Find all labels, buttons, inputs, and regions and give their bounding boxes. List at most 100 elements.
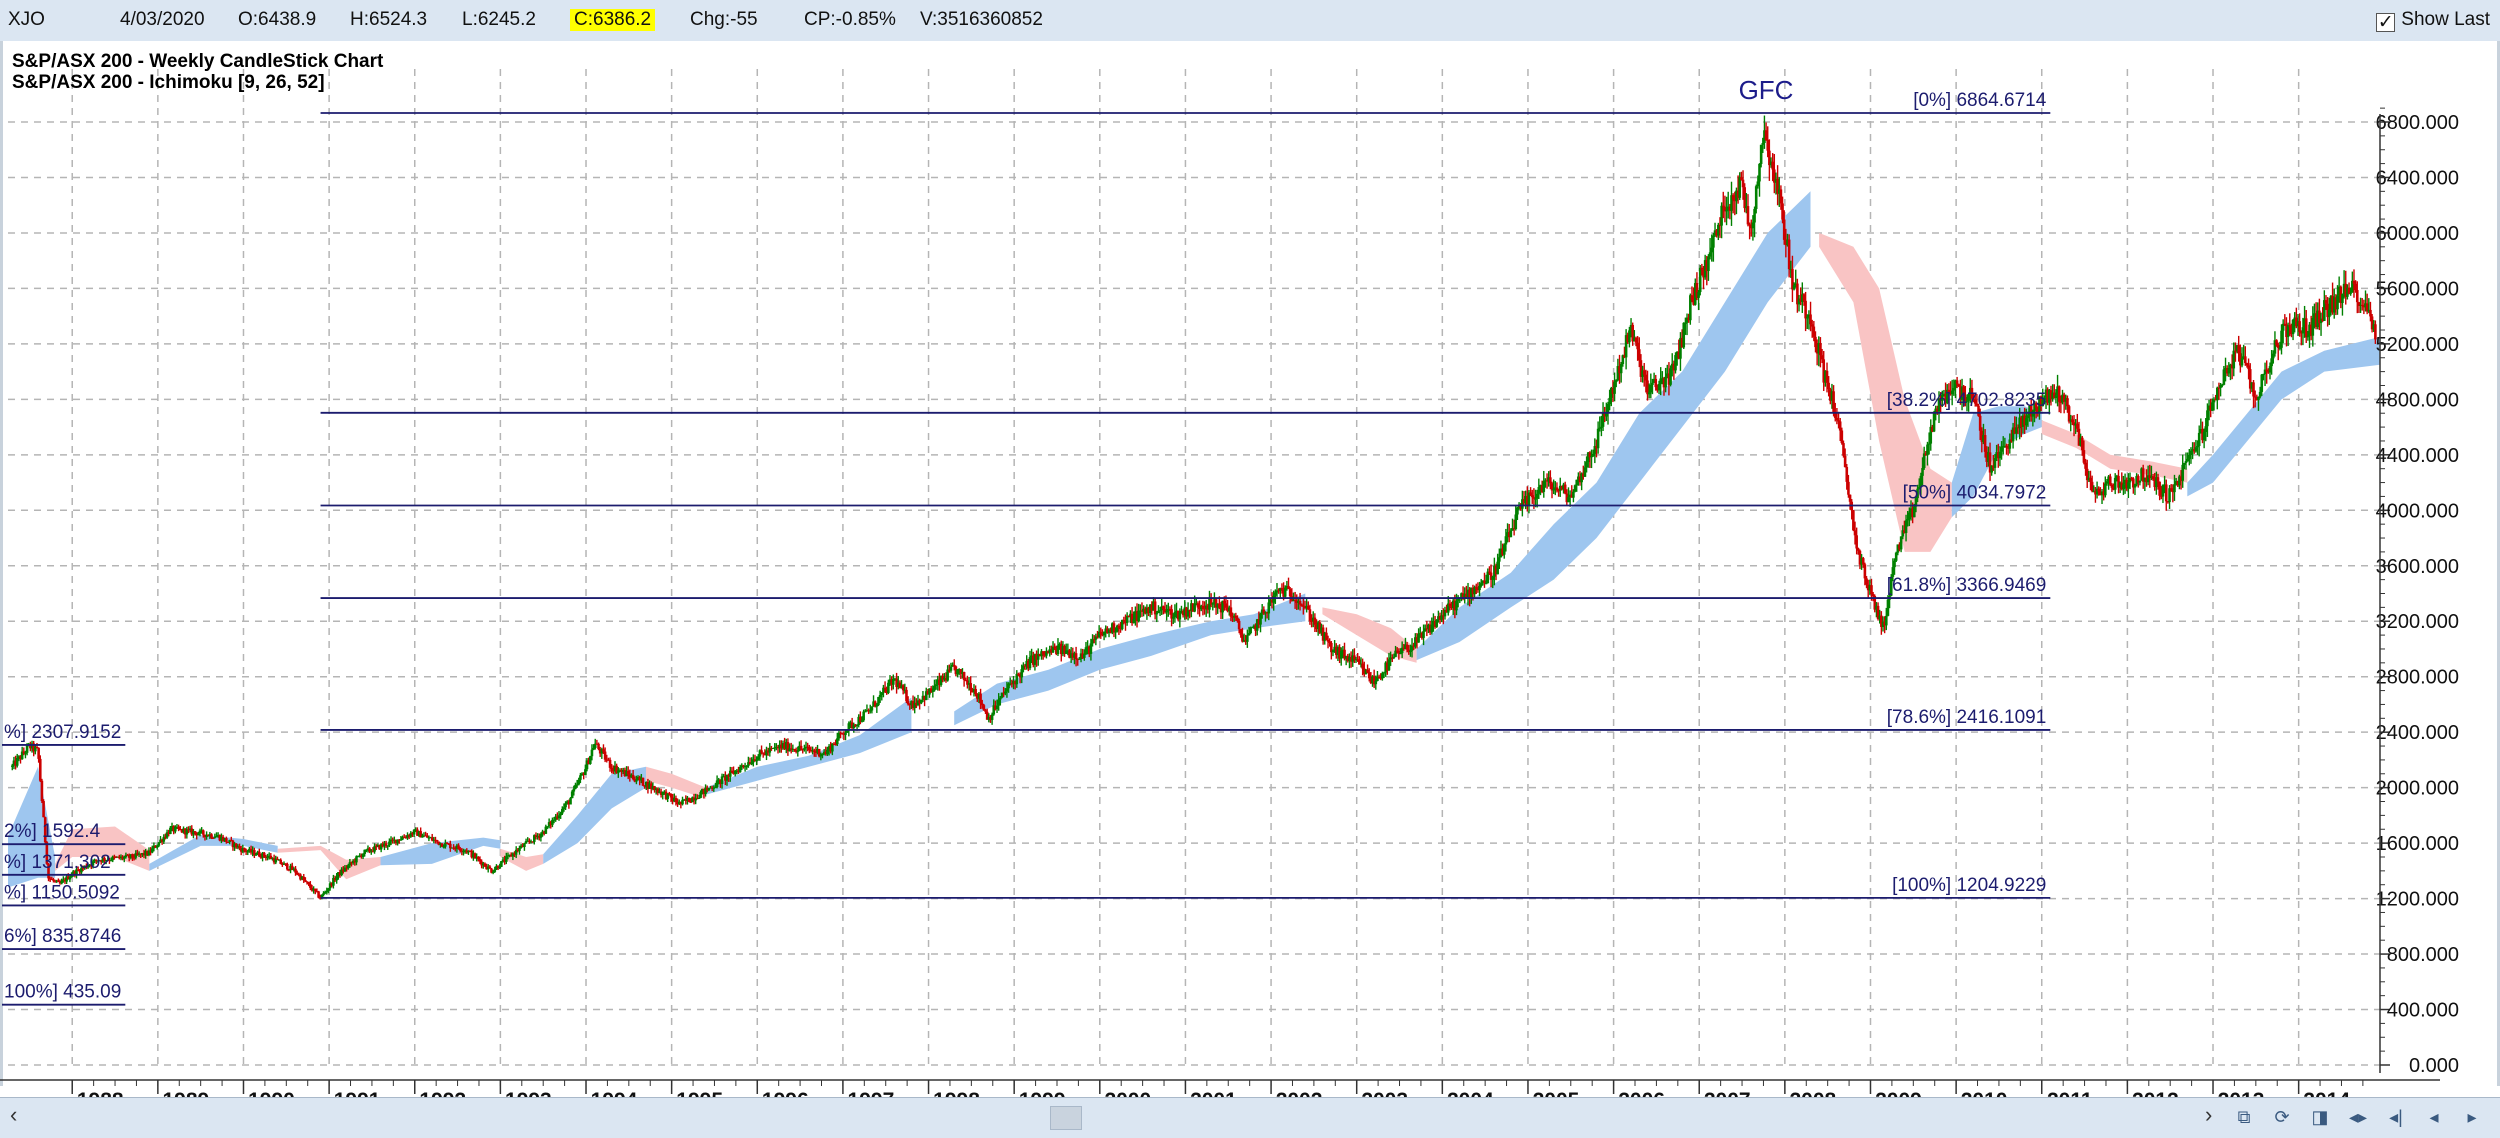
candle-body-up	[2115, 475, 2119, 478]
candle-body-down	[490, 868, 493, 873]
candle-body-up	[1285, 585, 1289, 588]
candle-body-up	[373, 846, 376, 852]
candle-body-down	[742, 765, 745, 767]
candle-body-up	[2329, 295, 2333, 310]
candle-body-up	[401, 837, 404, 840]
x-tick-label: 2005	[1533, 1089, 1580, 1097]
candle-body-up	[784, 742, 788, 749]
candle-body-up	[1283, 587, 1287, 597]
candle-body-down	[1494, 565, 1498, 575]
candle-body-up	[2327, 309, 2331, 318]
candle-body-up	[2263, 369, 2267, 375]
candle-body-up	[101, 858, 105, 862]
refresh-icon[interactable]: ⟳	[2274, 1107, 2290, 1127]
show-last-toggle[interactable]: ✓ Show Last	[2376, 9, 2490, 32]
cloud-segment-blue	[149, 834, 278, 871]
candle-body-up	[1763, 130, 1766, 143]
candle-body-up	[868, 710, 872, 712]
candle-body-down	[221, 836, 225, 841]
candle-body-up	[289, 865, 292, 871]
candle-body-down	[2102, 491, 2105, 496]
candle-body-up	[2015, 427, 2018, 434]
candle-body-up	[2194, 447, 2198, 452]
expand-icon[interactable]: ◂▸	[2348, 1107, 2368, 1127]
candle-body-down	[1239, 629, 1243, 635]
fib-label: [61.8%] 3366.9469	[1887, 575, 2047, 596]
fibonacci-levels: [0%] 6864.6714[38.2%] 4702.8235[50%] 403…	[2, 90, 2051, 1006]
candle-body-down	[1038, 654, 1042, 657]
candle-body-up	[2240, 358, 2244, 366]
candle-body-down	[1741, 179, 1745, 188]
y-tick-label: 6800.000	[2376, 112, 2459, 134]
candle-body-down	[1804, 300, 1807, 319]
candle-body-up	[686, 797, 689, 801]
candle-body-up	[2113, 477, 2117, 490]
candle-body-up	[1247, 633, 1251, 636]
candle-body-down	[2344, 283, 2348, 297]
candle-body-down	[2209, 405, 2213, 411]
candle-body-down	[780, 744, 783, 749]
candle-body-up	[1909, 508, 1913, 513]
candle-body-up	[999, 697, 1002, 700]
candle-body-up	[450, 847, 454, 849]
step-forward-icon[interactable]: ▸	[2467, 1107, 2477, 1127]
candle-body-down	[195, 832, 199, 836]
cloud-segment-blue	[705, 697, 912, 795]
candle-body-down	[1522, 499, 1526, 504]
candlestick-chart[interactable]: [0%] 6864.6714[38.2%] 4702.8235[50%] 403…	[0, 41, 2500, 1097]
scroll-right-icon[interactable]: ›	[2205, 1102, 2213, 1127]
candle-body-down	[1549, 477, 1552, 484]
candle-body-up	[2092, 490, 2096, 492]
candle-body-up	[188, 828, 192, 830]
candle-body-down	[99, 860, 103, 862]
candle-body-down	[1219, 607, 1223, 613]
x-tick-label: 1996	[762, 1089, 809, 1097]
go-end-icon[interactable]: ◂|	[2389, 1107, 2403, 1127]
candle-body-down	[2326, 303, 2329, 318]
candle-body-up	[236, 846, 240, 848]
export-icon[interactable]: ⧉	[2237, 1107, 2251, 1127]
candle-body-up	[1628, 330, 1631, 343]
show-last-checkbox[interactable]: ✓	[2376, 12, 2396, 33]
candle-body-up	[585, 760, 589, 770]
candle-body-up	[1389, 657, 1392, 660]
layout-icon[interactable]: ◨	[2311, 1107, 2329, 1127]
candle-body-down	[2354, 283, 2357, 291]
chart-scrollbar[interactable]: ‹ › ⧉ ⟳ ◨ ◂▸ ◂| ◂ ▸	[0, 1097, 2500, 1138]
candle-body-up	[831, 743, 834, 752]
scroll-left-icon[interactable]: ‹	[10, 1102, 18, 1127]
candle-body-down	[2062, 394, 2066, 402]
scroll-thumb[interactable]	[1050, 1106, 1082, 1130]
candle-body-down	[839, 732, 842, 734]
candle-body-down	[2156, 477, 2160, 482]
candle-body-up	[2250, 382, 2254, 389]
candle-body-down	[1931, 426, 1934, 432]
candle-body-down	[1081, 653, 1084, 658]
candle-body-up	[1491, 576, 1495, 580]
candle-body-down	[1420, 633, 1424, 638]
candle-body-up	[55, 880, 59, 882]
candle-body-up	[1922, 453, 1926, 469]
candle-body-down	[980, 703, 984, 706]
candle-body-down	[2085, 468, 2089, 481]
candle-body-down	[1973, 399, 1977, 404]
candle-body-down	[1570, 494, 1574, 498]
candle-body-down	[1636, 342, 1639, 350]
candle-body-down	[1949, 392, 1952, 395]
candle-body-up	[720, 776, 724, 784]
candle-body-down	[1687, 317, 1690, 321]
step-back-icon[interactable]: ◂	[2429, 1107, 2439, 1127]
candle-body-down	[1059, 643, 1063, 655]
candle-body-up	[1470, 587, 1473, 599]
candle-body-up	[2184, 461, 2188, 464]
candle-body-up	[847, 723, 851, 731]
candle-body-up	[1252, 625, 1256, 628]
indicator-title: S&P/ASX 200 - Ichimoku [9, 26, 52]	[12, 72, 325, 93]
candle-body-up	[2215, 387, 2219, 401]
candle-body-down	[73, 871, 77, 875]
candle-body-down	[834, 744, 837, 746]
candle-body-down	[2252, 382, 2255, 397]
candle-body-down	[458, 848, 462, 851]
candle-body-up	[208, 834, 212, 837]
candle-body-up	[361, 853, 365, 858]
